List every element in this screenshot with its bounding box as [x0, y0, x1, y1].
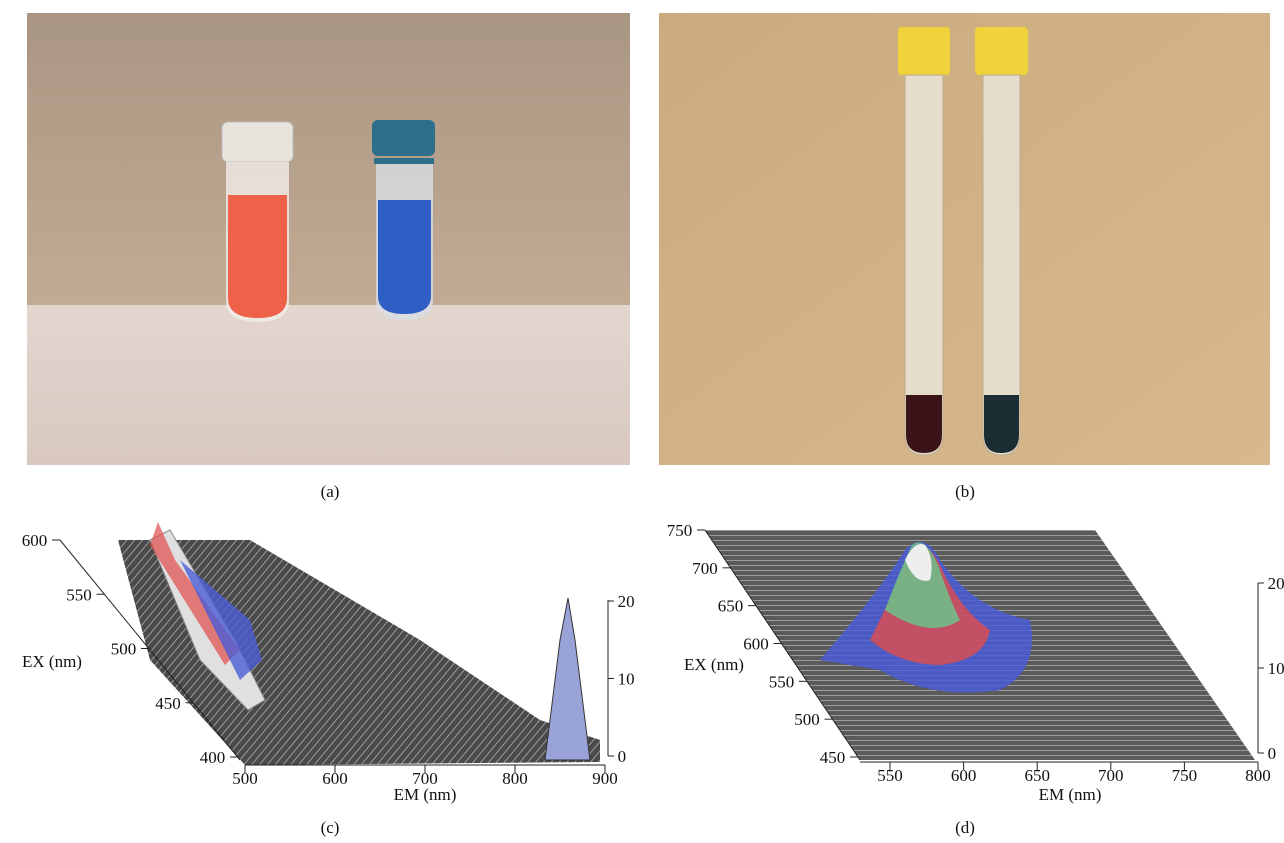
tick-label: 450 — [820, 748, 846, 767]
ex-axis — [704, 529, 861, 761]
panel-label: (b) — [955, 482, 975, 501]
tick-label: 0 — [618, 747, 627, 766]
photo-b — [659, 13, 1270, 465]
tick-label: 650 — [718, 597, 744, 616]
tick-label: 20 — [618, 592, 635, 611]
tick-label: 10 — [1268, 659, 1284, 678]
axis-title: EX (nm) — [22, 652, 82, 671]
panel-label: (a) — [321, 482, 340, 501]
surface-d — [704, 529, 1259, 763]
axis-title: EM (nm) — [394, 785, 457, 804]
tick-label: 550 — [769, 672, 795, 691]
tick-label: 700 — [1098, 766, 1124, 785]
tick-label: 800 — [502, 769, 528, 788]
panel-label: (d) — [955, 818, 975, 837]
tick-label: 10 — [618, 670, 635, 689]
tick-label: 800 — [1245, 766, 1271, 785]
tick-label: 600 — [322, 769, 348, 788]
tick-label: 750 — [1172, 766, 1198, 785]
tick-label: 550 — [66, 585, 92, 604]
ex-axis — [59, 539, 241, 761]
tick-label: 700 — [692, 559, 718, 578]
axis-title: EX (nm) — [684, 655, 744, 674]
tick-label: 600 — [743, 635, 769, 654]
tick-label: 500 — [794, 710, 820, 729]
tick-label: 500 — [232, 769, 258, 788]
tick-label: 600 — [22, 531, 48, 550]
surface-c — [59, 522, 609, 766]
axis-title: EM (nm) — [1039, 785, 1102, 804]
tick-label: 900 — [592, 769, 618, 788]
tick-label: 20 — [1268, 574, 1284, 593]
photo-a — [27, 13, 630, 465]
tick-label: 450 — [155, 694, 181, 713]
tick-label: 700 — [412, 769, 438, 788]
tick-label: 750 — [667, 521, 693, 540]
panel-label: (c) — [321, 818, 340, 837]
tick-label: 650 — [1024, 766, 1050, 785]
tick-label: 0 — [1268, 744, 1277, 763]
tick-label: 400 — [200, 748, 226, 767]
tick-label: 550 — [877, 766, 903, 785]
tick-label: 500 — [111, 640, 137, 659]
tick-label: 600 — [951, 766, 977, 785]
